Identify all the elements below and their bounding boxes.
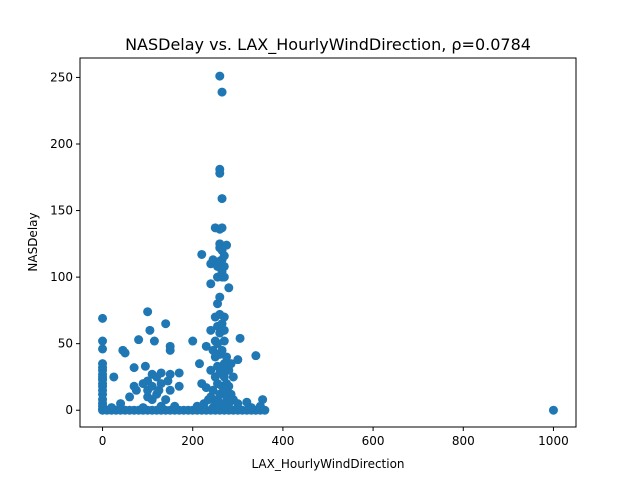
data-point xyxy=(219,336,229,346)
x-tick-label: 400 xyxy=(271,434,294,448)
x-axis-label: LAX_HourlyWindDirection xyxy=(251,457,404,471)
y-tick-label: 250 xyxy=(50,70,73,84)
data-point xyxy=(208,255,218,265)
data-point xyxy=(213,339,223,349)
data-point xyxy=(233,355,243,365)
x-tick-label: 200 xyxy=(181,434,204,448)
y-tick-label: 0 xyxy=(65,403,73,417)
data-point xyxy=(125,392,135,402)
data-point xyxy=(224,381,234,391)
data-point xyxy=(156,379,166,389)
data-point xyxy=(548,405,558,415)
data-point xyxy=(107,403,117,413)
data-point xyxy=(226,359,236,369)
x-tick-label: 600 xyxy=(362,434,385,448)
data-point xyxy=(165,385,175,395)
data-point xyxy=(170,401,180,411)
x-axis-ticks: 0 200 400 600 800 1000 xyxy=(99,427,569,448)
data-point xyxy=(219,312,229,322)
data-point xyxy=(145,325,155,335)
data-point xyxy=(134,335,144,345)
y-axis-label: NASDelay xyxy=(26,212,40,271)
y-tick-label: 200 xyxy=(50,137,73,151)
plot-frame xyxy=(79,57,577,428)
data-point xyxy=(233,399,243,409)
data-point xyxy=(174,381,184,391)
x-tick-label: 800 xyxy=(452,434,475,448)
data-point xyxy=(98,344,108,354)
data-point xyxy=(208,385,218,395)
data-point xyxy=(147,381,157,391)
data-point xyxy=(120,348,130,358)
data-point xyxy=(109,372,119,382)
data-point xyxy=(219,272,229,282)
chart-title: NASDelay vs. LAX_HourlyWindDirection, ρ=… xyxy=(125,35,531,55)
data-point xyxy=(246,403,256,413)
data-point xyxy=(140,361,150,371)
data-point xyxy=(165,369,175,379)
data-point xyxy=(98,359,108,369)
data-point xyxy=(206,325,216,335)
data-point xyxy=(197,249,207,259)
data-point xyxy=(222,240,232,250)
data-point xyxy=(165,341,175,351)
data-point xyxy=(201,383,211,393)
data-point xyxy=(131,385,141,395)
y-tick-label: 100 xyxy=(50,270,73,284)
data-point xyxy=(215,292,225,302)
y-axis-ticks: 0 50 100 150 200 250 xyxy=(50,70,80,417)
data-point xyxy=(224,283,234,293)
data-point xyxy=(161,395,171,405)
data-point xyxy=(149,336,159,346)
data-point xyxy=(217,87,227,97)
data-point xyxy=(206,279,216,289)
data-point xyxy=(192,401,202,411)
data-point xyxy=(161,319,171,329)
data-point xyxy=(217,223,227,233)
data-point xyxy=(215,164,225,174)
data-point xyxy=(219,251,229,261)
data-point xyxy=(215,71,225,81)
data-point xyxy=(228,372,238,382)
data-point xyxy=(138,403,148,413)
data-point xyxy=(174,368,184,378)
data-point xyxy=(129,363,139,373)
data-points xyxy=(98,71,558,415)
data-point xyxy=(143,307,153,317)
x-tick-label: 1000 xyxy=(538,434,569,448)
data-point xyxy=(222,352,232,362)
y-tick-label: 50 xyxy=(58,337,73,351)
data-point xyxy=(156,368,166,378)
data-point xyxy=(217,345,227,355)
y-tick-label: 150 xyxy=(50,204,73,218)
x-tick-label: 0 xyxy=(99,434,107,448)
data-point xyxy=(258,395,268,405)
data-point xyxy=(116,399,126,409)
data-point xyxy=(98,336,108,346)
data-point xyxy=(219,325,229,335)
data-point xyxy=(251,351,261,361)
data-point xyxy=(201,341,211,351)
data-point xyxy=(235,333,245,343)
data-point xyxy=(206,365,216,375)
data-point xyxy=(188,336,198,346)
data-point xyxy=(98,313,108,323)
data-point xyxy=(156,401,166,411)
data-point xyxy=(219,261,229,271)
data-point xyxy=(194,359,204,369)
data-point xyxy=(217,194,227,204)
